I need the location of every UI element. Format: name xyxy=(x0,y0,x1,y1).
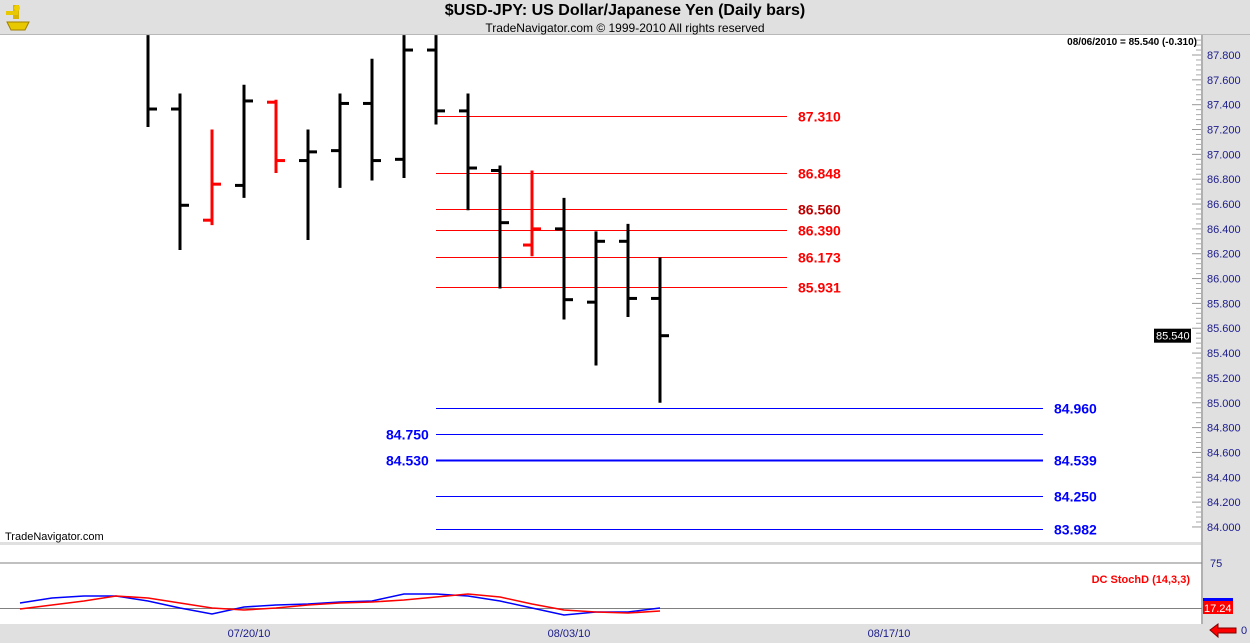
support-level-label: 84.530 xyxy=(386,453,429,469)
y-tick-label: 87.400 xyxy=(1207,100,1241,112)
x-tick-label: 08/03/10 xyxy=(548,628,591,640)
y-tick-label: 86.400 xyxy=(1207,224,1241,236)
price-readout: 08/06/2010 = 85.540 (-0.310) xyxy=(1067,37,1197,48)
y-tick-label: 86.800 xyxy=(1207,174,1241,186)
scroll-left-arrow-icon[interactable] xyxy=(1209,623,1237,639)
stoch-k-line xyxy=(19,593,661,616)
chart-header: $USD-JPY: US Dollar/Japanese Yen (Daily … xyxy=(0,0,1250,35)
stoch-d-line xyxy=(19,593,661,614)
ohlc-bar xyxy=(299,129,317,241)
ohlc-bar xyxy=(651,257,669,403)
chart-title: $USD-JPY: US Dollar/Japanese Yen (Daily … xyxy=(444,2,806,19)
y-tick-label: 87.600 xyxy=(1207,75,1241,87)
y-tick-label: 86.000 xyxy=(1207,274,1241,286)
ohlc-bar xyxy=(459,93,477,211)
ohlc-bar xyxy=(555,197,573,320)
y-tick-label: 85.400 xyxy=(1207,348,1241,360)
y-tick-label: 86.600 xyxy=(1207,199,1241,211)
ohlc-bar xyxy=(267,99,285,173)
ohlc-bar xyxy=(363,58,381,181)
resistance-level-label: 86.848 xyxy=(798,166,841,182)
stoch-tick-label: 0 xyxy=(1241,625,1247,637)
resistance-level-label: 87.310 xyxy=(798,109,841,125)
y-tick-label: 84.600 xyxy=(1207,447,1241,459)
ohlc-bar xyxy=(146,35,157,128)
stoch-plot-area xyxy=(0,545,1202,624)
stoch-k-marker xyxy=(1203,598,1233,601)
y-tick-label: 87.200 xyxy=(1207,125,1241,137)
price-plot-area xyxy=(0,35,1202,542)
y-tick-label: 86.200 xyxy=(1207,249,1241,261)
resistance-level-label: 85.931 xyxy=(798,280,841,296)
y-tick-label: 84.400 xyxy=(1207,472,1241,484)
support-level-label: 84.750 xyxy=(386,427,429,443)
y-tick-label: 87.800 xyxy=(1207,50,1241,62)
last-price-label: 85.540 xyxy=(1156,331,1190,343)
stoch-tick-label: 75 xyxy=(1210,558,1222,570)
ohlc-bar xyxy=(619,223,637,318)
ohlc-bar xyxy=(427,35,445,125)
ohlc-bar xyxy=(171,93,189,250)
resistance-level-label: 86.173 xyxy=(798,250,841,266)
copyright-subtitle: TradeNavigator.com © 1999-2010 All right… xyxy=(485,21,765,35)
resistance-level-label: 86.560 xyxy=(798,202,841,218)
ohlc-bar xyxy=(395,35,413,178)
x-tick-label: 07/20/10 xyxy=(228,628,271,640)
ohlc-bar xyxy=(203,129,221,226)
support-level-label: 84.539 xyxy=(1054,453,1097,469)
ohlc-bar xyxy=(587,231,605,366)
y-tick-label: 84.000 xyxy=(1207,522,1241,534)
last-price-marker xyxy=(1154,328,1191,343)
stoch-d-marker xyxy=(1203,601,1233,614)
y-tick-label: 85.600 xyxy=(1207,323,1241,335)
resistance-level-label: 86.390 xyxy=(798,223,841,239)
stoch-title: DC StochD (14,3,3) xyxy=(1092,574,1191,586)
y-tick-label: 85.000 xyxy=(1207,398,1241,410)
watermark: TradeNavigator.com xyxy=(5,531,104,543)
y-tick-label: 84.200 xyxy=(1207,497,1241,509)
ohlc-bar xyxy=(523,170,541,257)
sextant-logo-icon xyxy=(6,5,30,31)
y-tick-label: 85.800 xyxy=(1207,298,1241,310)
ohlc-bar xyxy=(491,165,509,289)
support-level-label: 84.250 xyxy=(1054,489,1097,505)
y-tick-label: 84.800 xyxy=(1207,423,1241,435)
stoch-last-value: 17.24 xyxy=(1204,603,1232,615)
y-tick-label: 85.200 xyxy=(1207,373,1241,385)
ohlc-bar xyxy=(235,84,253,198)
support-level-label: 84.960 xyxy=(1054,401,1097,417)
support-level-label: 83.982 xyxy=(1054,522,1097,538)
x-tick-label: 08/17/10 xyxy=(868,628,911,640)
ohlc-bar xyxy=(331,93,349,188)
y-tick-label: 87.000 xyxy=(1207,149,1241,161)
